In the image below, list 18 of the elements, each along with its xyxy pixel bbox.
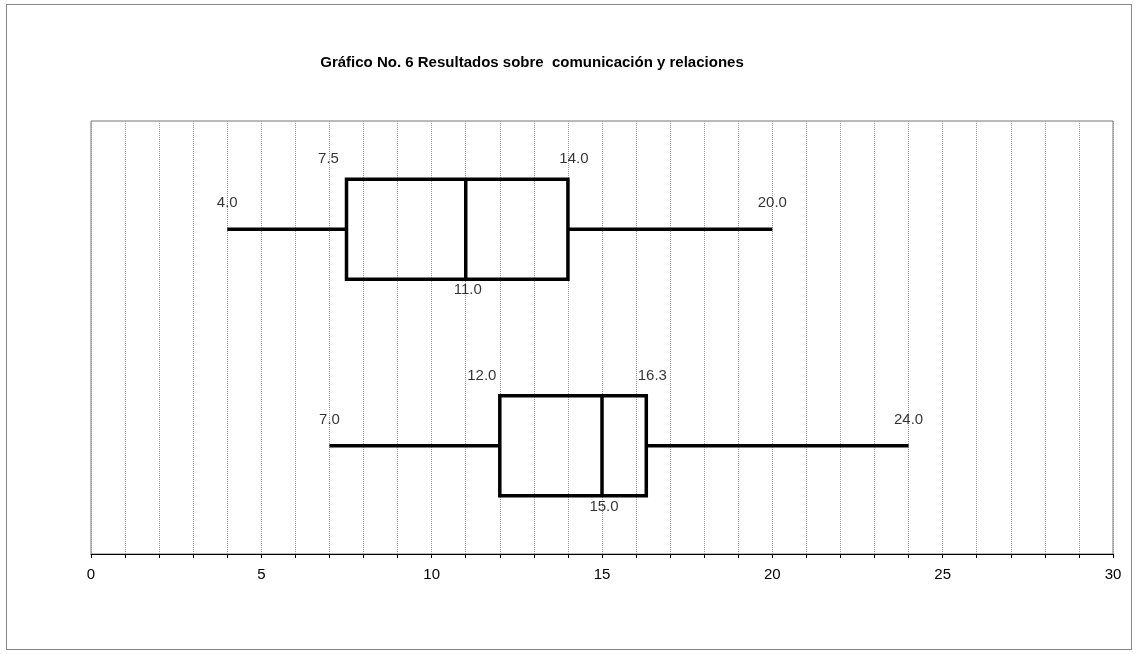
x-tick-label: 20: [763, 565, 781, 582]
chart-title: Gráfico No. 6 Resultados sobre comunicación y relaciones: [320, 53, 744, 70]
annotation: 4.0: [216, 193, 238, 211]
x-tick-label: 5: [257, 565, 266, 582]
annotation: 11.0: [453, 280, 482, 298]
x-tick-label: 30: [1104, 565, 1122, 582]
annotation: 14.0: [559, 149, 589, 167]
x-tick-label: 10: [423, 565, 441, 582]
annotation: 7.5: [318, 149, 339, 167]
x-tick-label: 25: [934, 565, 952, 582]
annotation: 16.3: [637, 365, 667, 383]
annotation: 20.0: [757, 193, 787, 211]
annotation: 12.0: [467, 365, 497, 383]
annotation: 7.0: [319, 409, 340, 427]
x-tick-label: 15: [593, 565, 611, 582]
annotation: 15.0: [589, 496, 619, 514]
x-tick-label: 0: [86, 565, 96, 582]
annotation: 24.0: [894, 409, 924, 427]
